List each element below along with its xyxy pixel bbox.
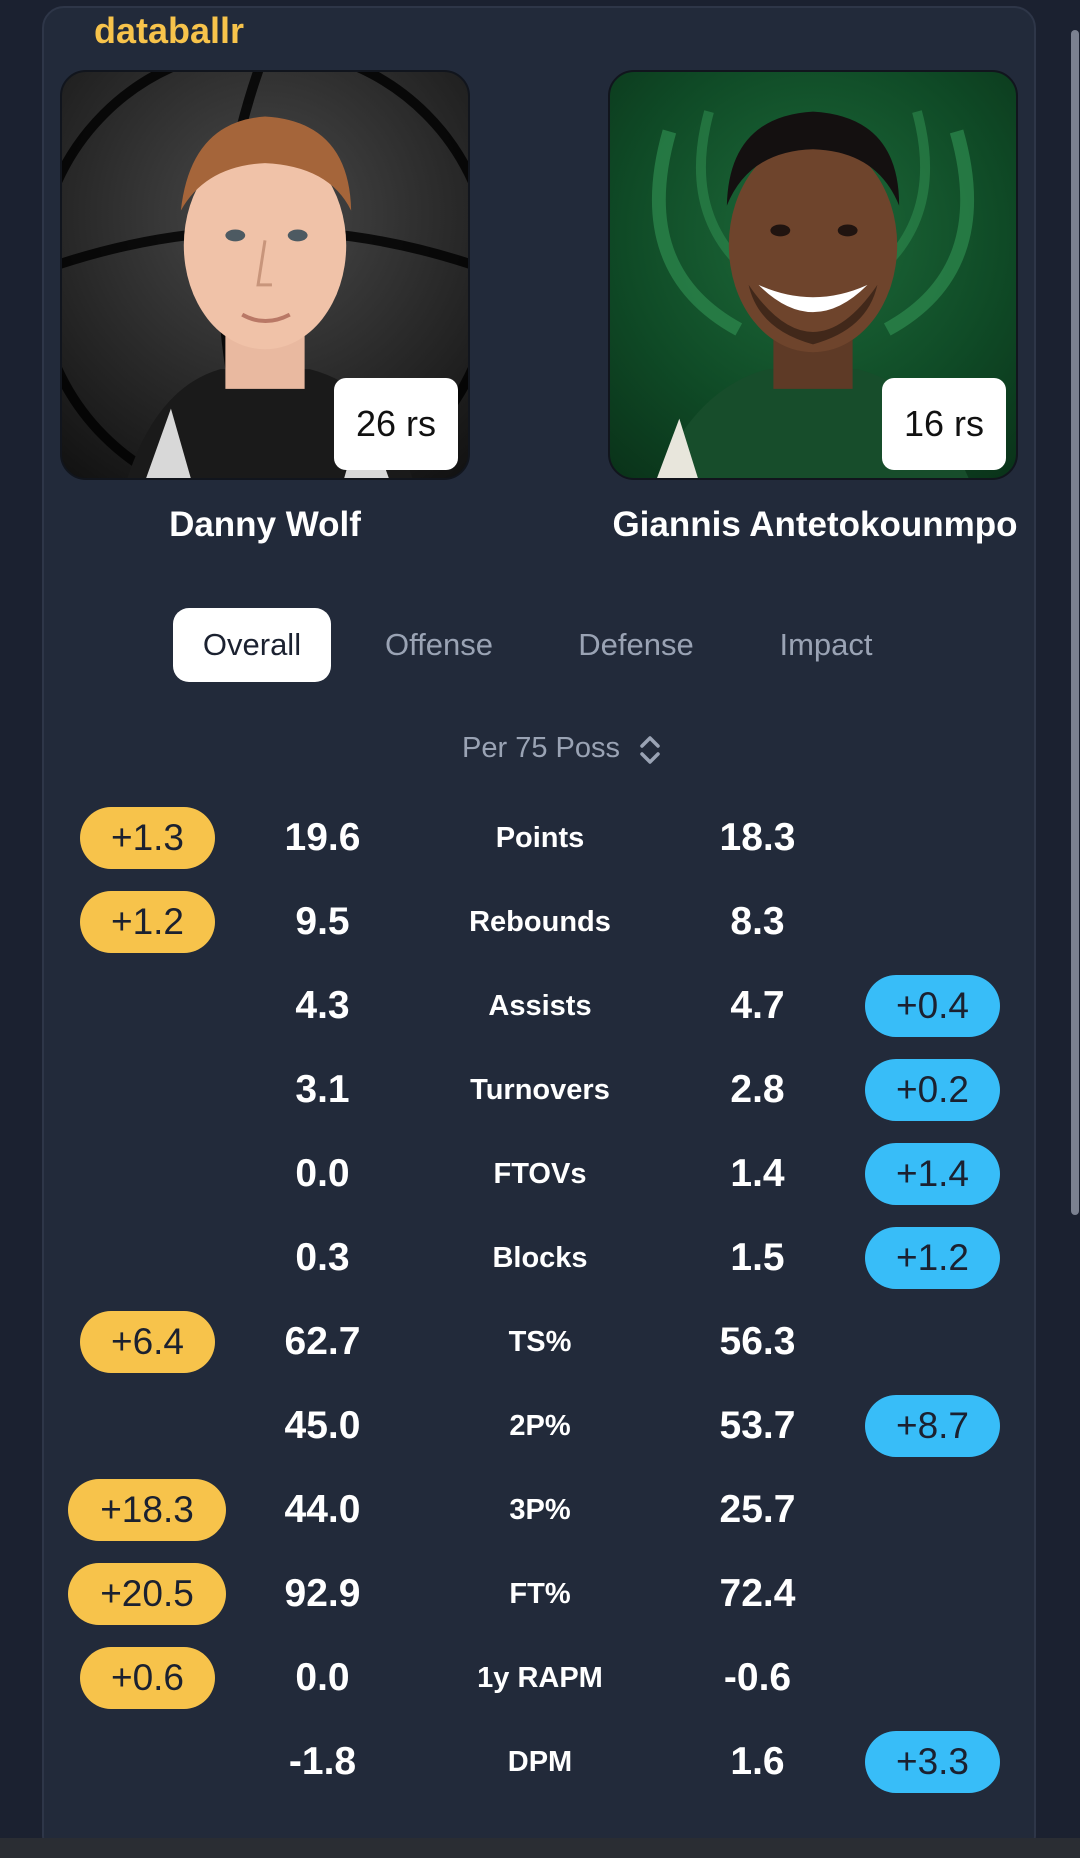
stat-label: Assists	[488, 990, 592, 1022]
stat-value-left: -1.8	[288, 1740, 357, 1783]
games-badge-right: 16 rs	[882, 378, 1006, 470]
stat-value-left: 44.0	[284, 1488, 361, 1531]
stat-value-left: 4.3	[295, 984, 350, 1027]
stat-row-blocks: 0.3 Blocks 1.5 +1.2	[0, 1227, 1080, 1311]
stat-row-1y-rapm: +0.6 0.0 1y RAPM -0.6	[0, 1647, 1080, 1731]
tab-impact[interactable]: Impact	[779, 627, 873, 662]
scrollbar-track[interactable]	[1070, 0, 1080, 1858]
per-mode-selector[interactable]: Per 75 Poss	[0, 722, 1080, 778]
games-badge-left: 26 rs	[334, 378, 458, 470]
stat-value-right: 4.7	[730, 984, 785, 1027]
stat-label: FT%	[509, 1578, 571, 1610]
tab-overall[interactable]: Overall	[173, 608, 331, 682]
stat-value-left: 0.3	[295, 1236, 350, 1279]
stat-label: Points	[495, 822, 585, 854]
stat-value-left: 9.5	[295, 900, 350, 943]
stat-row-turnovers: 3.1 Turnovers 2.8 +0.2	[0, 1059, 1080, 1143]
stat-value-left: 3.1	[295, 1068, 350, 1111]
stat-value-left: 19.6	[284, 816, 361, 859]
stat-value-right: -0.6	[723, 1656, 792, 1699]
stat-label: TS%	[508, 1326, 572, 1358]
stat-value-left: 92.9	[284, 1572, 361, 1615]
stat-label: FTOVs	[493, 1158, 587, 1190]
stat-value-right: 8.3	[730, 900, 785, 943]
stat-value-right: 2.8	[730, 1068, 785, 1111]
stat-label: 3P%	[509, 1494, 571, 1526]
diff-pill-left: +1.2	[80, 891, 215, 953]
stat-value-right: 56.3	[719, 1320, 796, 1363]
diff-pill-left: +1.3	[80, 807, 215, 869]
player-photo-right[interactable]: 16 rs	[608, 70, 1018, 480]
diff-pill-right: +1.2	[865, 1227, 1000, 1289]
stat-value-left: 62.7	[284, 1320, 361, 1363]
bottom-bar	[0, 1838, 1080, 1858]
stat-value-left: 45.0	[284, 1404, 361, 1447]
tab-offense[interactable]: Offense	[384, 627, 493, 662]
stat-value-right: 1.5	[730, 1236, 785, 1279]
diff-pill-right: +8.7	[865, 1395, 1000, 1457]
scrollbar-thumb[interactable]	[1071, 30, 1079, 1215]
stat-label: 1y RAPM	[477, 1662, 603, 1694]
player-name-left[interactable]: Danny Wolf	[169, 505, 361, 544]
stat-row-3p-pct: +18.3 44.0 3P% 25.7	[0, 1479, 1080, 1563]
stat-value-right: 1.6	[730, 1740, 785, 1783]
diff-pill-left: +20.5	[68, 1563, 226, 1625]
diff-pill-left: +6.4	[80, 1311, 215, 1373]
stat-label: Turnovers	[470, 1074, 610, 1106]
stat-row-ftovs: 0.0 FTOVs 1.4 +1.4	[0, 1143, 1080, 1227]
chevron-up-down-icon	[640, 736, 660, 764]
stat-value-left: 0.0	[295, 1152, 350, 1195]
stat-value-right: 25.7	[719, 1488, 796, 1531]
player-photo-left[interactable]: 26 rs	[60, 70, 470, 480]
stat-label: Blocks	[492, 1242, 588, 1274]
player-name-right[interactable]: Giannis Antetokounmpo	[612, 505, 1018, 544]
stat-row-points: +1.3 19.6 Points 18.3	[0, 807, 1080, 891]
diff-pill-left: +0.6	[80, 1647, 215, 1709]
stat-tabs: Overall Offense Defense Impact	[0, 608, 1080, 682]
stat-row-ft-pct: +20.5 92.9 FT% 72.4	[0, 1563, 1080, 1647]
diff-pill-right: +1.4	[865, 1143, 1000, 1205]
player-portrait-left	[62, 72, 468, 478]
stat-value-right: 1.4	[730, 1152, 785, 1195]
stat-value-right: 72.4	[719, 1572, 796, 1615]
stat-value-right: 53.7	[719, 1404, 796, 1447]
stat-row-rebounds: +1.2 9.5 Rebounds 8.3	[0, 891, 1080, 975]
stat-row-dpm: -1.8 DPM 1.6 +3.3	[0, 1731, 1080, 1815]
stat-label: DPM	[507, 1746, 573, 1778]
stat-label: 2P%	[509, 1410, 571, 1442]
diff-pill-right: +3.3	[865, 1731, 1000, 1793]
brand-logo[interactable]: databallr	[94, 10, 245, 51]
stat-row-2p-pct: 45.0 2P% 53.7 +8.7	[0, 1395, 1080, 1479]
stat-value-left: 0.0	[295, 1656, 350, 1699]
stat-row-assists: 4.3 Assists 4.7 +0.4	[0, 975, 1080, 1059]
per-mode-label: Per 75 Poss	[462, 732, 620, 764]
tab-defense[interactable]: Defense	[578, 627, 694, 662]
diff-pill-right: +0.2	[865, 1059, 1000, 1121]
stat-row-ts-pct: +6.4 62.7 TS% 56.3	[0, 1311, 1080, 1395]
stat-value-right: 18.3	[719, 816, 796, 859]
diff-pill-right: +0.4	[865, 975, 1000, 1037]
diff-pill-left: +18.3	[68, 1479, 226, 1541]
stat-label: Rebounds	[469, 906, 611, 938]
